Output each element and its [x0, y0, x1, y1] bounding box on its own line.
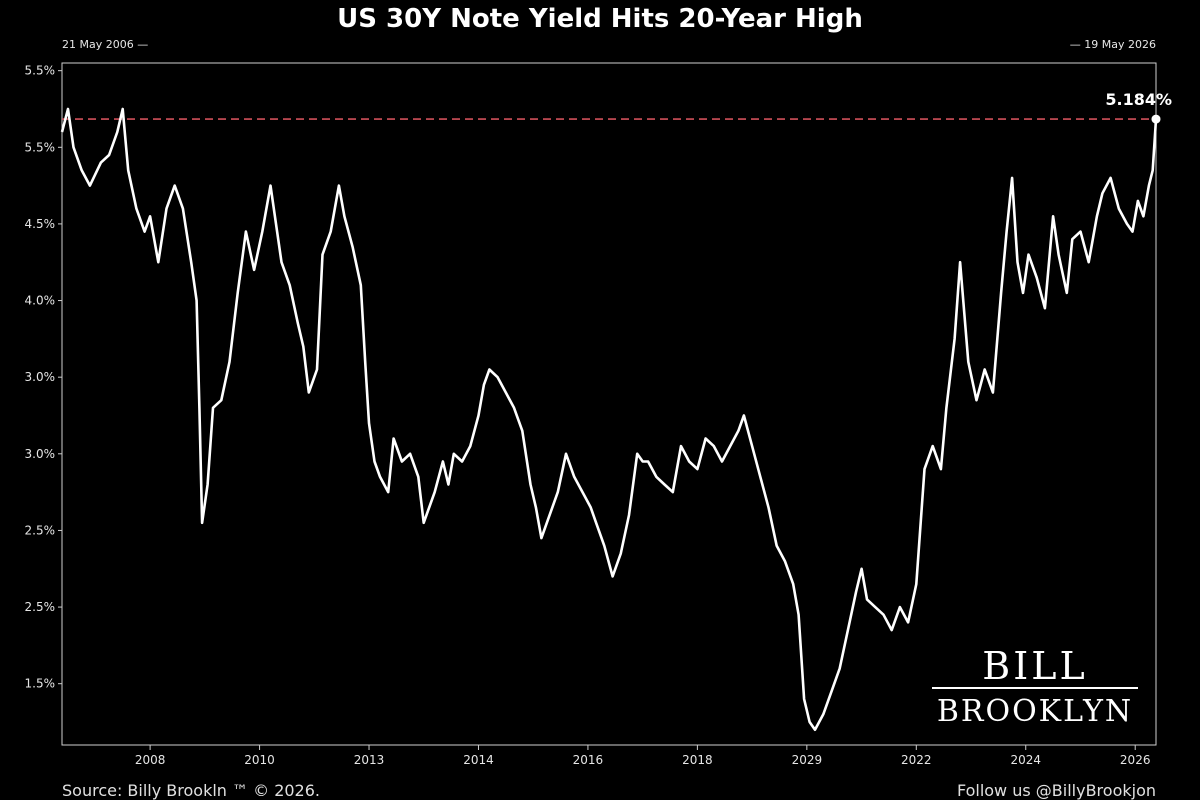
y-tick-label: 4.0% — [25, 294, 56, 308]
y-tick-label: 3.0% — [25, 447, 56, 461]
plot-frame — [61, 62, 1157, 746]
start-date-label: 21 May 2006 — — [62, 38, 149, 51]
y-tick-label: 5.5% — [25, 140, 56, 154]
x-axis: 2008 2010 2013 2014 2016 2018 2029 2022 2024 2026 — [135, 745, 1151, 767]
last-point-marker — [1151, 114, 1161, 124]
brand-logo: BILL BROOKLYN — [930, 645, 1140, 729]
y-tick-label: 2.5% — [25, 600, 56, 614]
y-tick-label: 4.5% — [25, 217, 56, 231]
x-tick-label: 2018 — [682, 753, 713, 767]
brand-divider — [932, 687, 1138, 689]
brand-line-2: BROOKLYN — [936, 694, 1134, 729]
x-tick-label: 2010 — [244, 753, 275, 767]
y-tick-label: 1.5% — [25, 677, 56, 691]
x-tick-label: 2024 — [1010, 753, 1041, 767]
follow-link[interactable]: Follow us @BillyBrookjon — [956, 781, 1156, 800]
x-tick-label: 2029 — [792, 753, 823, 767]
chart-title: US 30Y Note Yield Hits 20-Year High — [337, 4, 863, 34]
source-note: Source: Billy Brookln ™ © 2026. — [62, 781, 320, 800]
y-tick-label: 5.5% — [25, 64, 56, 78]
end-date-label: — 19 May 2026 — [1069, 38, 1156, 51]
y-tick-label: 2.5% — [25, 523, 56, 537]
last-value-label: 5.184% — [1105, 90, 1172, 109]
x-tick-label: 2016 — [573, 753, 604, 767]
y-axis: 5.5% 5.5% 4.5% 4.0% 3.0% 3.0% 2.5% 2.5% 1.5% — [25, 64, 62, 691]
brand-line-1: BILL — [982, 644, 1088, 688]
x-tick-label: 2013 — [354, 753, 385, 767]
x-tick-label: 2008 — [135, 753, 166, 767]
x-tick-label: 2014 — [463, 753, 494, 767]
y-tick-label: 3.0% — [25, 370, 56, 384]
x-tick-label: 2022 — [901, 753, 932, 767]
x-tick-label: 2026 — [1120, 753, 1151, 767]
series-line — [60, 107, 1158, 731]
